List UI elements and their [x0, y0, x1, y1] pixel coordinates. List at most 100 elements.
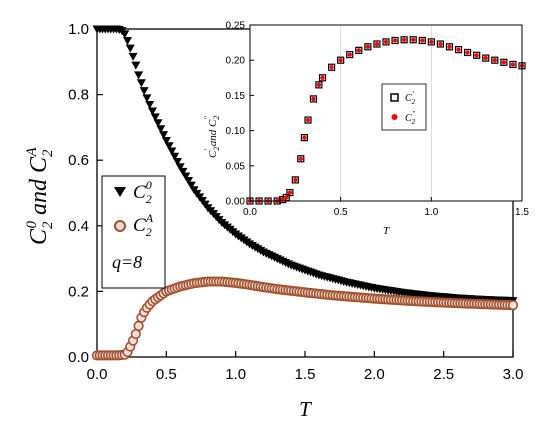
inset-x-tick-label: 1.5: [515, 207, 529, 218]
main-x-tick-label: 0.0: [87, 366, 108, 383]
data-point-c20: [156, 125, 166, 134]
inset-x-tick-label: 0.5: [334, 207, 348, 218]
inset-y-tick-label: 0.00: [226, 197, 246, 208]
inset-point-c2doubleprime: [293, 177, 298, 183]
inset-point-c2prime: [445, 43, 454, 51]
inset-point-c2prime: [304, 116, 312, 124]
inset-point-c2doubleprime: [284, 195, 289, 200]
svg-text:C2' and C2'': C2' and C2'': [203, 116, 221, 158]
inset-point-c2doubleprime: [447, 44, 452, 50]
inset-point-c2prime: [318, 74, 327, 82]
inset-point-c2prime: [355, 46, 363, 54]
inset-point-c2doubleprime: [501, 60, 507, 65]
inset-point-c2doubleprime: [483, 55, 488, 61]
inset-point-c2doubleprime: [374, 41, 380, 47]
inset-point-c2prime: [491, 56, 499, 64]
main-series: [91, 25, 519, 361]
data-point-c20: [153, 119, 163, 128]
inset-point-c2prime: [436, 40, 444, 48]
data-point-c20: [175, 163, 185, 172]
svg-text:C20 and C2A: C20 and C2A: [24, 146, 56, 245]
data-point-c2a: [130, 328, 141, 340]
main-legend-frame: [101, 175, 166, 289]
inset-y-axis-label: C2' and C2'': [203, 116, 221, 158]
inset-point-c2prime: [346, 50, 354, 59]
data-point-c2a: [507, 300, 519, 311]
inset-point-c2doubleprime: [365, 44, 371, 50]
inset-point-c2prime: [328, 63, 336, 71]
main-x-tick-label: 3.0: [503, 366, 524, 383]
data-point-c20: [120, 30, 130, 39]
inset-point-c2prime: [454, 46, 463, 54]
inset-point-c2prime: [364, 43, 372, 51]
inset-point-c2doubleprime: [465, 50, 470, 55]
data-point-c20: [172, 158, 182, 167]
main-legend: C20 C2A q=8: [101, 175, 166, 289]
inset-plot: 0.0 0.5 1.0 1.5 0.000.050.100.150.200.25 T …: [203, 21, 529, 238]
inset-point-c2doubleprime: [298, 156, 303, 161]
inset-y-tick-label: 0.25: [226, 21, 246, 32]
inset-point-c2prime: [382, 38, 390, 46]
inset-point-c2doubleprime: [411, 37, 416, 42]
data-point-c20: [142, 94, 152, 103]
inset-point-c2prime: [300, 134, 308, 142]
inset-point-c2prime: [282, 193, 290, 202]
inset-y-tick-label: 0.20: [226, 56, 246, 67]
inset-point-c2prime: [427, 38, 435, 46]
legend-label-c20: C20: [133, 178, 152, 206]
main-plot: 0.0 0.5 1.0 1.5 2.0 2.5 3.0 0.0 0.2 0.4 0.6 0.8 1.0…: [24, 21, 523, 421]
main-y-tick-label: 0.2: [68, 283, 89, 300]
data-point-c20: [139, 87, 149, 96]
legend-marker-triangle: [114, 187, 126, 197]
data-point-c20: [170, 152, 180, 161]
data-point-c20: [131, 61, 141, 70]
data-point-c20: [136, 79, 146, 88]
data-point-c20: [178, 167, 188, 176]
inset-point-c2prime: [409, 36, 417, 44]
inset-grid: [340, 25, 432, 201]
inset-point-c2doubleprime: [401, 37, 407, 42]
data-point-c20: [164, 142, 174, 151]
inset-legend-label-c2doubleprime: C2'': [405, 110, 416, 126]
data-point-c20: [128, 52, 138, 61]
inset-point-c2prime: [391, 36, 399, 45]
inset-point-c2prime: [309, 95, 318, 103]
inset-x-tick-label: 0.0: [243, 207, 257, 218]
inset-point-c2doubleprime: [438, 41, 443, 47]
inset-point-c2doubleprime: [305, 117, 311, 123]
legend-label-c2a: C2A: [133, 211, 154, 239]
data-point-c20: [125, 44, 135, 53]
inset-point-c2doubleprime: [320, 75, 325, 81]
inset-point-c2doubleprime: [287, 190, 293, 195]
inset-point-c2prime: [509, 60, 517, 69]
inset-point-c2prime: [464, 48, 472, 57]
data-point-c20: [167, 147, 177, 156]
inset-point-c2doubleprime: [316, 82, 322, 88]
inset-point-c2prime: [482, 54, 490, 62]
inset-point-c2prime: [473, 51, 481, 59]
inset-point-c2prime: [297, 155, 305, 163]
inset-y-tick-label: 0.10: [226, 126, 246, 137]
main-y-tick-label: 1.0: [68, 21, 89, 38]
legend-marker-circle: [114, 220, 126, 232]
inset-legend-frame: [381, 83, 427, 131]
inset-point-c2prime: [291, 176, 299, 184]
main-x-tick-label: 1.0: [225, 366, 246, 383]
main-y-tick-label: 0.4: [68, 218, 89, 235]
inset-point-c2doubleprime: [302, 135, 307, 140]
main-x-tick-label: 2.5: [433, 366, 454, 383]
main-y-axis-label: C20 and C2A: [24, 146, 56, 245]
inset-point-c2prime: [337, 56, 345, 64]
inset-point-c2prime: [500, 58, 508, 66]
inset-legend-label-c2prime: C2': [405, 90, 416, 106]
data-point-c20: [184, 177, 194, 186]
main-x-axis-label: T: [299, 397, 312, 421]
inset-point-c2doubleprime: [347, 52, 352, 57]
data-point-c20: [161, 137, 171, 146]
inset-point-c2doubleprime: [383, 39, 389, 45]
inset-point-c2prime: [418, 36, 426, 45]
main-y-axis: 0.0 0.2 0.4 0.6 0.8 1.0: [68, 21, 103, 366]
inset-point-c2prime: [279, 195, 287, 204]
inset-point-c2doubleprime: [311, 96, 316, 102]
